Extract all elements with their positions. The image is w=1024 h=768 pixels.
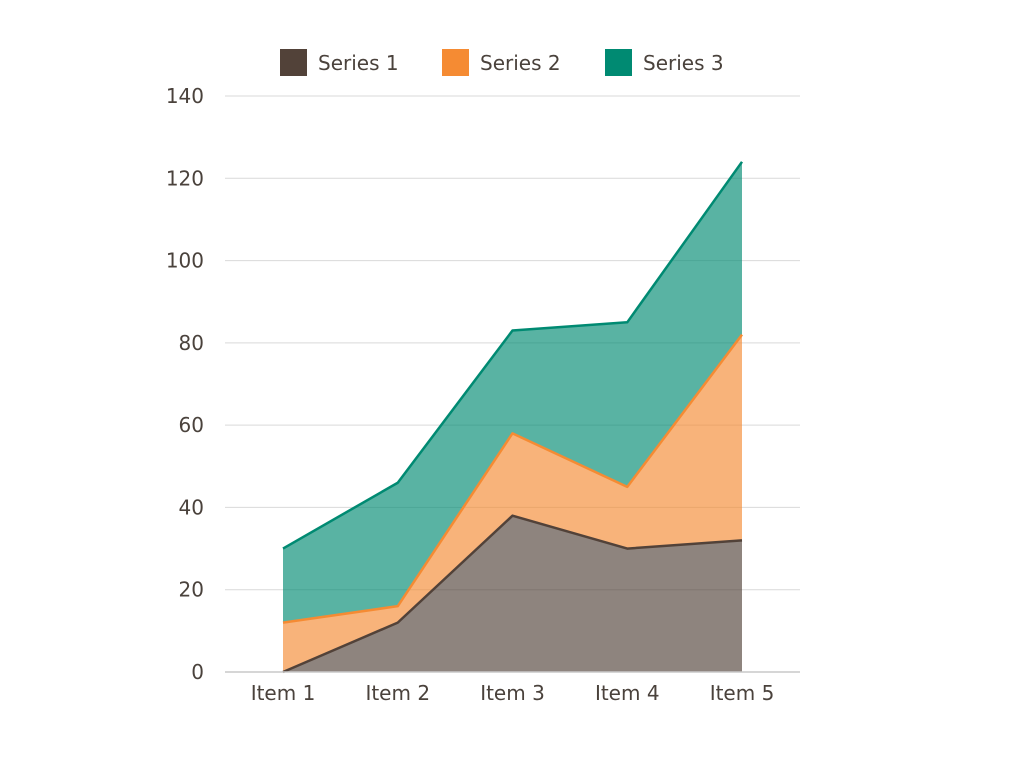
- x-tick-label: Item 3: [480, 681, 545, 705]
- y-tick-label: 80: [179, 331, 204, 355]
- legend-label: Series 1: [318, 51, 399, 75]
- x-tick-label: Item 2: [365, 681, 430, 705]
- x-tick-label: Item 1: [251, 681, 316, 705]
- y-tick-label: 60: [179, 413, 204, 437]
- line-series-1: [282, 514, 743, 674]
- y-tick-label: 140: [166, 84, 204, 108]
- y-tick-label: 20: [179, 578, 204, 602]
- legend-item-series-3: Series 3: [605, 49, 724, 76]
- legend-swatch: [280, 49, 307, 76]
- area-series-3: [283, 161, 742, 623]
- axes: 0 20 40 60 80 100 120 140 Item 1 Item 2 Item 3 Item…: [166, 84, 800, 705]
- legend-item-series-2: Series 2: [442, 49, 561, 76]
- legend-label: Series 2: [480, 51, 561, 75]
- legend-item-series-1: Series 1: [280, 49, 399, 76]
- legend-label: Series 3: [643, 51, 724, 75]
- legend-swatch: [605, 49, 632, 76]
- y-tick-label: 100: [166, 249, 204, 273]
- legend: Series 1 Series 2 Series 3: [280, 49, 724, 76]
- y-tick-label: 40: [179, 495, 204, 519]
- plot-area: [282, 161, 744, 674]
- line-series-2: [282, 333, 743, 624]
- area-series-2: [283, 334, 742, 672]
- line-series-3: [282, 161, 744, 550]
- y-tick-label: 0: [191, 660, 204, 684]
- x-tick-label: Item 4: [595, 681, 660, 705]
- area-series-1: [283, 515, 742, 672]
- y-tick-label: 120: [166, 166, 204, 190]
- x-tick-label: Item 5: [710, 681, 775, 705]
- legend-swatch: [442, 49, 469, 76]
